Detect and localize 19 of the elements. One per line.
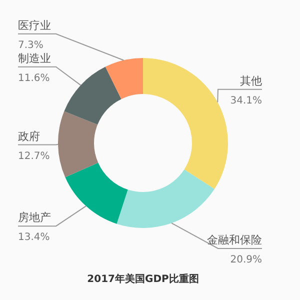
data-label: 12.7% (18, 150, 50, 162)
data-label: 34.1% (230, 95, 262, 106)
donut-slice (58, 111, 98, 178)
data-label: 7.3% (18, 40, 44, 51)
donut-slice (143, 58, 228, 189)
slice-label: 金融和保险 (207, 233, 262, 246)
data-label: 11.6% (18, 72, 50, 84)
slice-label: 房地产 (18, 211, 51, 224)
slice-label: 医疗业 (18, 18, 51, 32)
text: 2017年美国GDP比重图 (87, 273, 199, 285)
slice-label: 政府 (18, 130, 40, 143)
data-label: 20.9% (230, 254, 262, 266)
data-label: 13.4% (18, 232, 50, 244)
slice-label: 其他 (240, 74, 262, 88)
donut-slice (105, 58, 143, 100)
slice-label: 制造业 (18, 52, 51, 65)
donut-slice (116, 170, 214, 228)
donut-slice (64, 66, 122, 125)
donut-slice (65, 162, 128, 224)
